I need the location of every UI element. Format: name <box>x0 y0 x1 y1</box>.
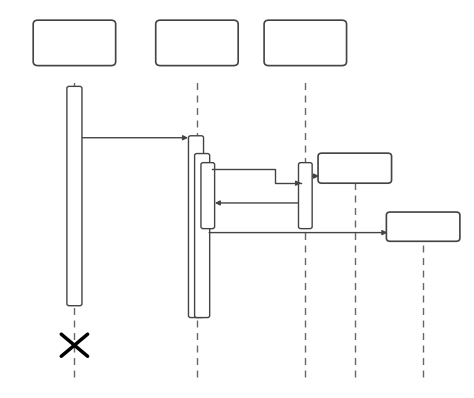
FancyBboxPatch shape <box>318 153 392 183</box>
FancyBboxPatch shape <box>156 20 238 66</box>
FancyBboxPatch shape <box>201 163 215 228</box>
FancyBboxPatch shape <box>67 86 82 306</box>
FancyBboxPatch shape <box>386 212 460 241</box>
FancyBboxPatch shape <box>195 154 210 318</box>
FancyBboxPatch shape <box>189 136 203 318</box>
FancyBboxPatch shape <box>299 163 312 228</box>
FancyBboxPatch shape <box>33 20 116 66</box>
FancyBboxPatch shape <box>264 20 346 66</box>
